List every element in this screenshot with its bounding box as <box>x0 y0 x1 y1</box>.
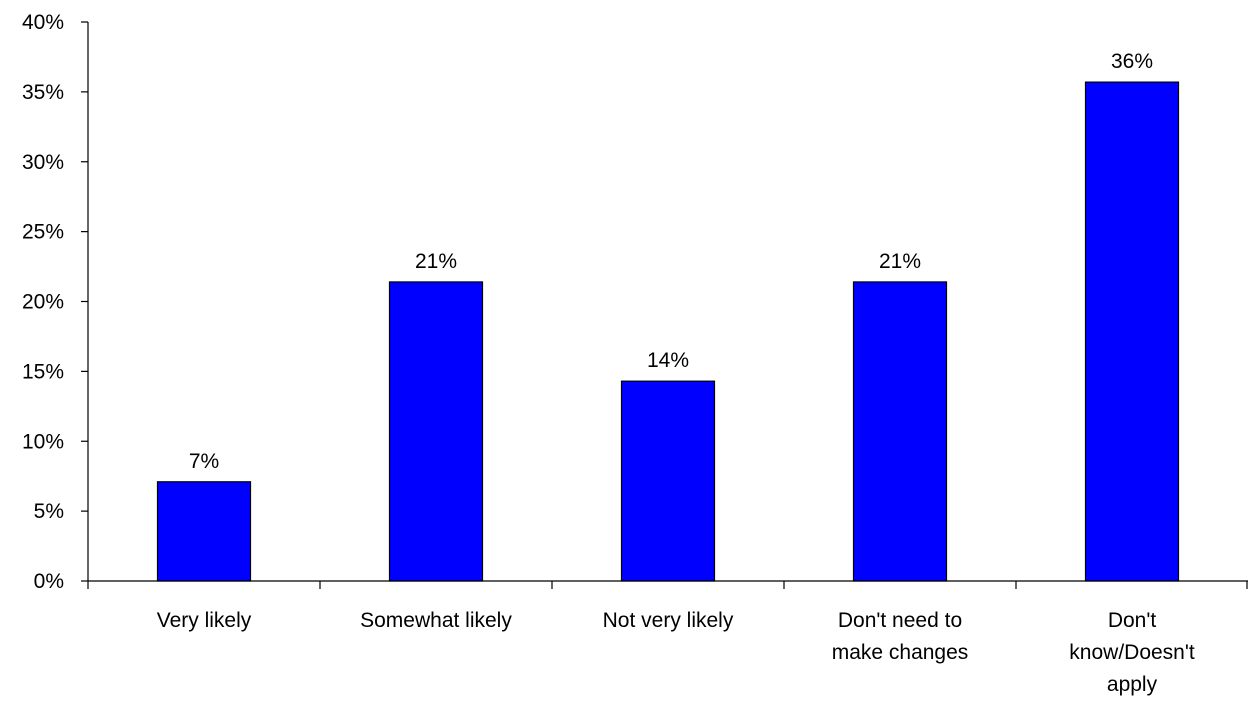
y-tick-label: 25% <box>22 221 64 244</box>
y-tick-label: 5% <box>34 500 64 523</box>
y-tick-label: 10% <box>22 430 64 453</box>
y-tick-label: 35% <box>22 81 64 104</box>
data-label: 14% <box>647 349 689 372</box>
bar <box>620 380 716 582</box>
category-label-line: Very likely <box>157 609 252 632</box>
bar <box>388 281 484 582</box>
y-tick-label: 30% <box>22 151 64 174</box>
data-label: 36% <box>1111 50 1153 73</box>
y-tick-label: 0% <box>34 570 64 593</box>
category-label: Somewhat likely <box>360 609 512 632</box>
bar <box>852 281 948 582</box>
y-tick-label: 15% <box>22 360 64 383</box>
data-labels: 7% 21% 14% 21% 36% <box>189 50 1153 473</box>
y-tick-label: 20% <box>22 291 64 314</box>
category-label-line: know/Doesn't <box>1069 641 1195 664</box>
x-axis <box>87 580 1248 589</box>
bar <box>1084 81 1180 582</box>
category-label-line: Somewhat likely <box>360 609 512 632</box>
data-label: 7% <box>189 450 219 473</box>
data-label: 21% <box>415 250 457 273</box>
y-axis: 0% 5% 10% 15% 20% 25% 30% 35% 40% <box>22 11 89 593</box>
y-tick-label: 40% <box>22 11 64 34</box>
bars <box>156 81 1180 582</box>
category-label: Very likely <box>157 609 252 632</box>
category-label: Don't know/Doesn't apply <box>1069 609 1195 696</box>
category-label-line: Don't <box>1108 609 1157 632</box>
bar <box>156 481 252 582</box>
category-label-line: make changes <box>832 641 969 664</box>
category-labels: Very likely Somewhat likely Not very likel… <box>157 609 1195 696</box>
category-label: Not very likely <box>603 609 734 632</box>
category-label-line: apply <box>1107 673 1158 696</box>
data-label: 21% <box>879 250 921 273</box>
category-label: Don't need to make changes <box>832 609 969 664</box>
category-label-line: Not very likely <box>603 609 734 632</box>
category-label-line: Don't need to <box>838 609 962 632</box>
